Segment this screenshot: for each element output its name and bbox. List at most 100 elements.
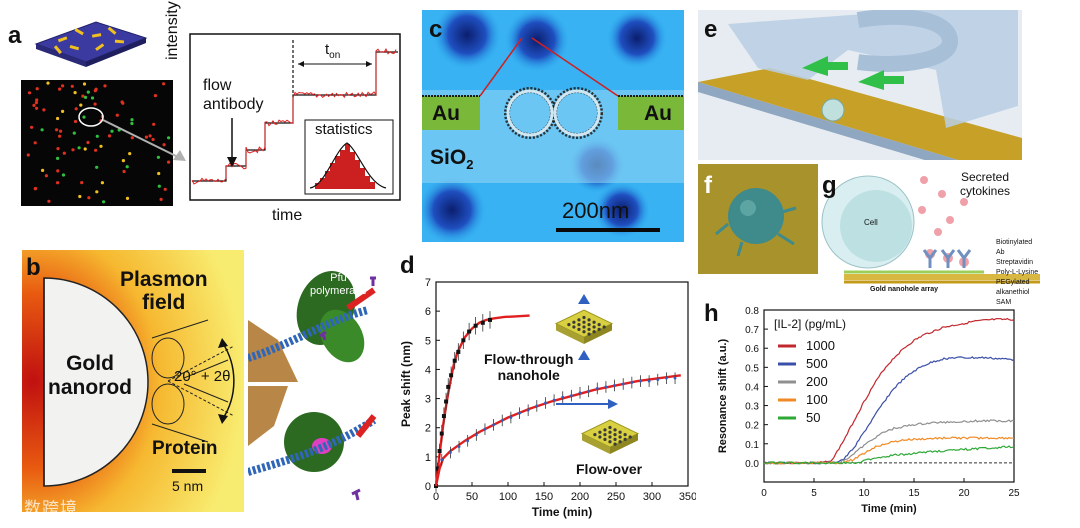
watermark: 大数跨境 xyxy=(6,499,78,519)
scatter-dot xyxy=(80,181,84,185)
y-tick-label: 4 xyxy=(425,364,431,376)
scatter-dot xyxy=(82,115,86,119)
scatter-dot xyxy=(163,187,167,191)
polymerase-dna-render-2 xyxy=(248,386,377,501)
pfu-line2: polymerase xyxy=(310,285,367,297)
scatter-dot xyxy=(130,136,134,140)
scatter-dot xyxy=(95,134,99,138)
scatter-dot xyxy=(72,131,76,135)
flow-label-line2: antibody xyxy=(203,96,264,113)
data-point xyxy=(466,439,470,443)
fit-line xyxy=(434,374,681,487)
x-tick-label: 350 xyxy=(679,491,696,503)
ton-label: ton xyxy=(325,41,340,61)
scatter-dot xyxy=(33,187,37,191)
data-point xyxy=(604,385,608,389)
scatter-dot xyxy=(27,91,32,95)
scatter-dot xyxy=(87,196,91,200)
scatter-dot xyxy=(35,106,39,110)
panel-letter-c: c xyxy=(429,16,443,43)
data-point xyxy=(647,379,651,383)
scatter-dot xyxy=(59,129,63,133)
scatter-dot xyxy=(148,134,152,138)
scatter-dot xyxy=(26,153,30,157)
nanorod-substrate-illustration xyxy=(34,21,148,67)
data-point xyxy=(569,394,573,398)
data-point xyxy=(488,317,492,322)
scatter-dot xyxy=(73,91,77,95)
scatter-dot xyxy=(95,165,99,169)
data-point xyxy=(665,376,668,380)
scatter-dot xyxy=(58,134,62,138)
legend-label: 100 xyxy=(806,392,828,407)
scatter-dot xyxy=(144,135,148,139)
scatter-dot xyxy=(130,118,134,122)
y-tick-label: 0.7 xyxy=(745,325,759,336)
data-point xyxy=(587,389,591,393)
sio2-base: SiO xyxy=(430,146,467,169)
y-tick-label: 0.2 xyxy=(745,421,759,432)
legend-poly-l-lysine: Poly-L-Lysine xyxy=(996,269,1039,276)
scatter-dot xyxy=(47,199,51,203)
scatter-dot xyxy=(151,137,155,142)
g-legend: Biotinylated Ab Streptavidin Poly-L-Lysi… xyxy=(996,238,1040,308)
sio2-sub: 2 xyxy=(466,157,474,173)
data-point xyxy=(473,323,478,328)
data-point xyxy=(435,466,440,471)
x-tick-label: 100 xyxy=(499,491,517,503)
nanohole-array-inset-top xyxy=(554,309,614,344)
y-tick-label: 0.5 xyxy=(745,363,759,374)
scatter-dot xyxy=(79,103,83,107)
flow-over-label: Flow-over xyxy=(576,461,643,477)
scatter-dot xyxy=(32,103,36,107)
scatter-dot xyxy=(62,151,66,155)
scatter-dot xyxy=(73,119,78,124)
legend-label: 200 xyxy=(806,374,828,389)
data-point xyxy=(656,378,660,382)
scatter-dot xyxy=(46,81,50,85)
y-tick-label: 0.4 xyxy=(745,382,759,393)
scatter-dot xyxy=(157,171,161,176)
panel-a-xlabel: time xyxy=(272,207,303,224)
flow-antibody-label: flow antibody xyxy=(203,76,264,114)
data-point xyxy=(492,423,495,427)
gold-line2: nanorod xyxy=(48,376,132,399)
y-tick-label: 0.6 xyxy=(745,344,759,355)
plasmon-field-illustration xyxy=(22,250,244,512)
scatter-dot xyxy=(82,82,87,86)
microfluidic-channel-render xyxy=(698,10,1022,160)
data-point xyxy=(474,433,478,437)
ton-sub: on xyxy=(329,50,341,61)
data-point xyxy=(461,338,466,343)
cytokine-capture-schematic xyxy=(821,175,1040,284)
data-point xyxy=(518,411,521,415)
panel-letter-a: a xyxy=(8,22,22,49)
scatter-dot xyxy=(94,148,98,152)
data-point xyxy=(544,401,547,405)
data-point xyxy=(449,451,452,454)
x-tick-label: 5 xyxy=(811,488,817,499)
plot-frame xyxy=(763,309,1015,483)
x-tick-label: 200 xyxy=(571,491,589,503)
panel-letter-g: g xyxy=(822,172,837,199)
data-point xyxy=(467,329,472,334)
ton-base: t xyxy=(325,41,330,58)
x-axis-label: Time (min) xyxy=(532,505,592,519)
flow-direction-icon xyxy=(608,399,618,409)
scatter-dot xyxy=(162,82,166,86)
plasmon-line2: field xyxy=(142,291,186,314)
scatter-dot xyxy=(56,156,60,160)
cell-icon xyxy=(821,98,845,122)
scatter-dot xyxy=(83,95,88,99)
data-point xyxy=(630,381,634,384)
data-point xyxy=(483,427,487,431)
series-line-1000 xyxy=(763,317,1015,465)
scatter-dot xyxy=(30,125,34,129)
au-right-label: Au xyxy=(644,102,672,125)
scatter-dot xyxy=(74,107,78,111)
plot-frame xyxy=(435,281,689,487)
scatter-dot xyxy=(122,169,126,174)
scatter-dot xyxy=(86,90,90,94)
x-tick-label: 15 xyxy=(908,488,920,499)
data-point xyxy=(446,384,451,389)
